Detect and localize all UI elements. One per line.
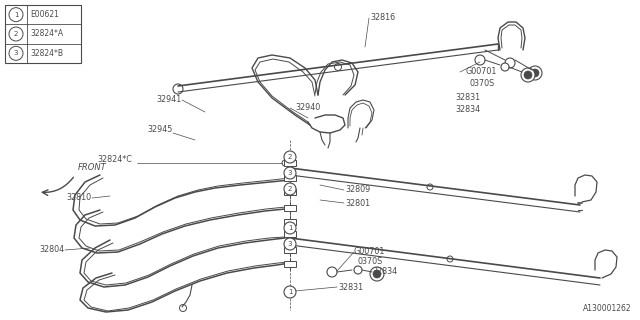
- Text: 32824*C: 32824*C: [97, 156, 132, 164]
- Text: 32824*A: 32824*A: [30, 29, 63, 38]
- Text: 2: 2: [288, 186, 292, 192]
- Circle shape: [9, 8, 23, 22]
- Bar: [284, 175, 296, 181]
- Circle shape: [284, 183, 296, 195]
- Text: 1: 1: [288, 289, 292, 295]
- Text: 32940: 32940: [295, 103, 320, 113]
- Circle shape: [284, 286, 296, 298]
- Circle shape: [179, 305, 186, 311]
- Circle shape: [173, 84, 183, 94]
- Circle shape: [373, 270, 381, 278]
- Text: 0370S: 0370S: [358, 257, 383, 266]
- Text: 32834: 32834: [372, 268, 397, 276]
- Circle shape: [475, 55, 485, 65]
- Text: 32804: 32804: [40, 245, 65, 254]
- Circle shape: [284, 238, 296, 250]
- Circle shape: [9, 46, 23, 60]
- Text: 32824*B: 32824*B: [30, 49, 63, 58]
- Circle shape: [282, 160, 288, 166]
- Bar: [284, 219, 296, 225]
- Text: 32810: 32810: [67, 194, 92, 203]
- Text: 1: 1: [288, 225, 292, 231]
- Text: 32831: 32831: [455, 93, 480, 102]
- Bar: [284, 261, 296, 267]
- Text: G00701: G00701: [466, 68, 497, 76]
- Text: 0370S: 0370S: [470, 78, 495, 87]
- Text: 3: 3: [288, 170, 292, 176]
- Text: 32831: 32831: [338, 283, 363, 292]
- Text: 3: 3: [288, 241, 292, 247]
- Text: 3: 3: [13, 50, 19, 56]
- Text: 32945: 32945: [148, 125, 173, 134]
- Circle shape: [335, 63, 342, 70]
- Text: FRONT: FRONT: [78, 163, 107, 172]
- Bar: [284, 160, 296, 166]
- Bar: [284, 189, 296, 195]
- Text: 2: 2: [14, 31, 18, 37]
- Circle shape: [501, 63, 509, 71]
- Circle shape: [531, 69, 539, 77]
- Text: G00701: G00701: [354, 246, 385, 255]
- Text: 1: 1: [13, 12, 19, 18]
- Text: E00621: E00621: [30, 10, 59, 19]
- Circle shape: [370, 267, 384, 281]
- Circle shape: [524, 71, 532, 79]
- Circle shape: [284, 151, 296, 163]
- Bar: [284, 247, 296, 253]
- Text: 32809: 32809: [345, 186, 371, 195]
- Circle shape: [286, 167, 294, 175]
- Bar: [284, 231, 296, 237]
- Text: 32816: 32816: [370, 13, 395, 22]
- Circle shape: [505, 58, 515, 68]
- Text: 2: 2: [288, 154, 292, 160]
- Text: 32834: 32834: [455, 105, 480, 114]
- Text: A130001262: A130001262: [584, 304, 632, 313]
- Circle shape: [9, 27, 23, 41]
- Bar: [5, 5, 81, 63]
- Circle shape: [447, 256, 453, 262]
- Bar: [284, 205, 296, 211]
- Circle shape: [327, 267, 337, 277]
- Circle shape: [528, 66, 542, 80]
- Text: 32941: 32941: [157, 95, 182, 105]
- Circle shape: [521, 68, 535, 82]
- Circle shape: [354, 266, 362, 274]
- Text: 32801: 32801: [345, 198, 370, 207]
- Circle shape: [286, 237, 294, 245]
- Circle shape: [284, 222, 296, 234]
- Circle shape: [427, 184, 433, 190]
- Circle shape: [284, 167, 296, 179]
